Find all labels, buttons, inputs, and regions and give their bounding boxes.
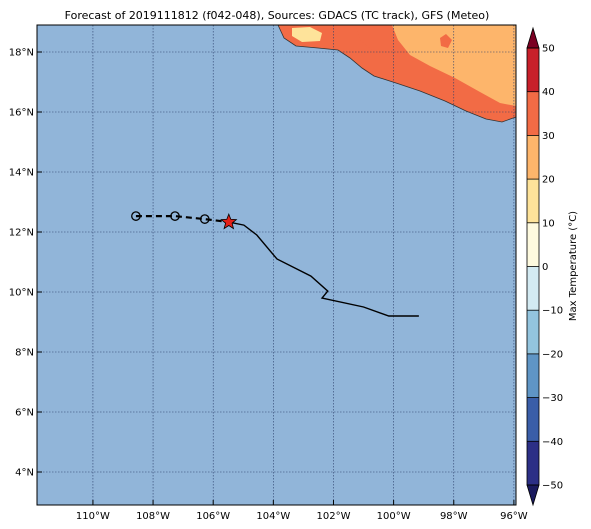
colorbar-band bbox=[527, 310, 539, 354]
y-tick-label: 12°N bbox=[9, 228, 34, 239]
colorbar-tick-label: −40 bbox=[542, 437, 563, 448]
position-marker bbox=[170, 211, 180, 221]
track-line bbox=[228, 221, 419, 317]
y-tick-label: 4°N bbox=[15, 468, 34, 479]
tracks bbox=[131, 211, 419, 317]
coastline bbox=[277, 24, 517, 123]
colorbar-tick-label: −10 bbox=[542, 306, 563, 317]
x-tick-label: 96°W bbox=[500, 511, 528, 522]
x-tick-label: 110°W bbox=[76, 511, 110, 522]
colorbar-tick-label: 50 bbox=[542, 44, 555, 55]
colorbar-label: Max Temperature (°C) bbox=[568, 211, 579, 321]
colorbar-band bbox=[527, 91, 539, 136]
grid bbox=[37, 25, 516, 505]
x-tick-label: 108°W bbox=[136, 511, 170, 522]
colorbar-band bbox=[527, 397, 539, 442]
y-tick-label: 8°N bbox=[15, 348, 34, 359]
colorbar-under bbox=[526, 484, 540, 507]
colorbar-tick-label: −30 bbox=[542, 393, 563, 404]
map-frame bbox=[36, 24, 517, 506]
y-tick-label: 16°N bbox=[9, 108, 34, 119]
colorbar-band bbox=[527, 48, 539, 92]
colorbar-tick-label: 20 bbox=[542, 175, 555, 186]
colorbar-band bbox=[527, 441, 539, 485]
colorbar-band bbox=[527, 353, 539, 398]
colorbar-band bbox=[527, 135, 539, 180]
colorbar-band bbox=[527, 222, 539, 267]
ocean bbox=[37, 25, 516, 505]
y-tick-label: 18°N bbox=[9, 48, 34, 59]
colorbar-tick-label: −20 bbox=[542, 349, 563, 360]
colorbar-tick-label: −50 bbox=[542, 481, 563, 492]
x-tick-label: 106°W bbox=[196, 511, 230, 522]
colorbar-tick-label: 0 bbox=[542, 262, 548, 273]
land-hot bbox=[440, 34, 452, 48]
x-tick-label: 100°W bbox=[377, 511, 411, 522]
colorbar-band bbox=[527, 179, 539, 223]
x-tick-label: 98°W bbox=[440, 511, 468, 522]
y-tick-label: 14°N bbox=[9, 168, 34, 179]
colorbar-tick-label: 30 bbox=[542, 131, 555, 142]
current-position-star bbox=[220, 212, 238, 230]
colorbar-over bbox=[526, 26, 540, 49]
position-marker bbox=[199, 214, 210, 224]
land-hot bbox=[355, 25, 392, 52]
x-tick-label: 102°W bbox=[316, 511, 350, 522]
position-marker bbox=[131, 211, 141, 221]
land-mild bbox=[292, 27, 322, 42]
y-tick-label: 10°N bbox=[9, 288, 34, 299]
chart-title: Forecast of 2019111812 (f042-048), Sourc… bbox=[65, 9, 490, 22]
colorbar-band bbox=[527, 266, 539, 311]
colorbar: −50 −40 −30 −20 −10 0 10 20 30 40 50 bbox=[526, 26, 563, 507]
colorbar-tick-label: 10 bbox=[542, 218, 555, 229]
x-tick-label: 104°W bbox=[256, 511, 290, 522]
track-line bbox=[135, 215, 229, 224]
y-tick-label: 6°N bbox=[15, 408, 34, 419]
colorbar-tick-label: 40 bbox=[542, 87, 555, 98]
